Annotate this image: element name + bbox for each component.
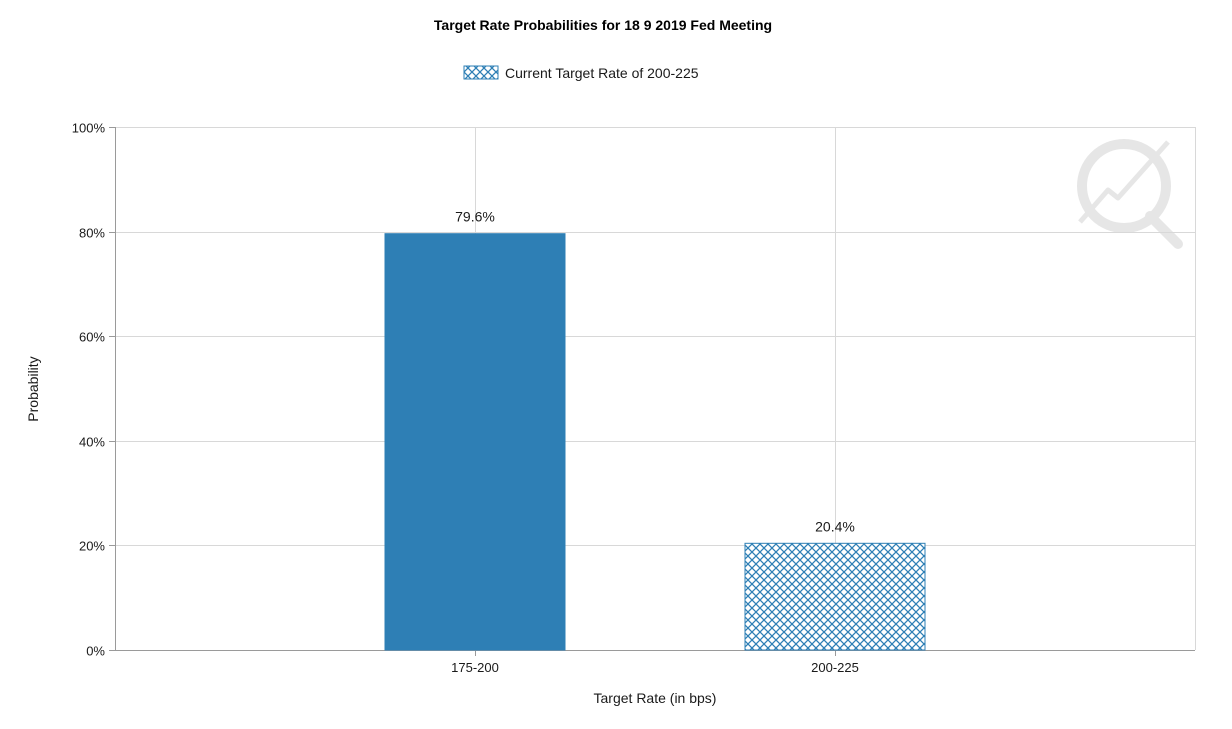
x-tick-label: 175-200 [451,660,499,675]
y-axis-title: Probability [25,356,41,421]
y-tick-label: 20% [79,539,105,554]
legend-swatch [463,65,499,80]
data-label: 20.4% [815,518,855,534]
data-label: 79.6% [455,209,495,225]
bar-200-225 [744,542,926,651]
y-tick-label: 60% [79,330,105,345]
y-tick-label: 0% [86,644,105,659]
x-tick-label: 200-225 [811,660,859,675]
y-tick-label: 80% [79,226,105,241]
y-tick-label: 100% [72,121,106,136]
chart-title: Target Rate Probabilities for 18 9 2019 … [434,17,772,33]
bar-175-200 [384,233,566,651]
x-axis-title: Target Rate (in bps) [594,690,717,706]
legend-entry-label: Current Target Rate of 200-225 [505,65,699,81]
legend: Current Target Rate of 200-225 [463,65,699,81]
y-tick-label: 40% [79,435,105,450]
watermark-logo-icon [1077,139,1183,249]
